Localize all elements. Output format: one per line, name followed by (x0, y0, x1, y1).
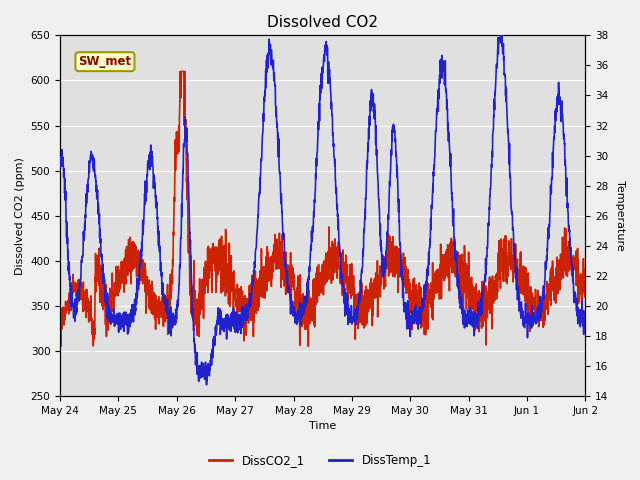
Y-axis label: Temperature: Temperature (615, 180, 625, 251)
Title: Dissolved CO2: Dissolved CO2 (267, 15, 378, 30)
X-axis label: Time: Time (309, 421, 336, 432)
Y-axis label: Dissolved CO2 (ppm): Dissolved CO2 (ppm) (15, 157, 25, 275)
Text: SW_met: SW_met (79, 55, 132, 68)
Legend: DissCO2_1, DissTemp_1: DissCO2_1, DissTemp_1 (204, 449, 436, 472)
